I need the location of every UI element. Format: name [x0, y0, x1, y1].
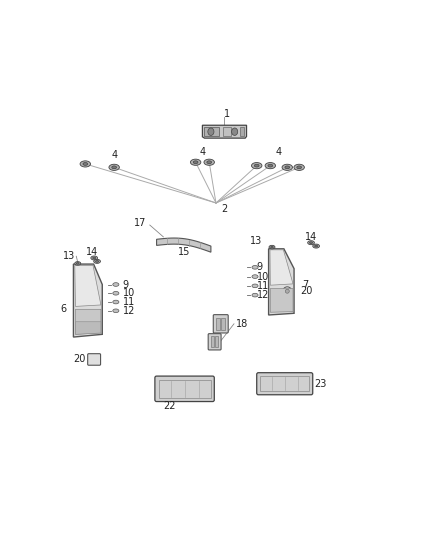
- FancyBboxPatch shape: [155, 376, 214, 401]
- Ellipse shape: [252, 275, 258, 278]
- Ellipse shape: [109, 164, 120, 171]
- Ellipse shape: [271, 246, 273, 248]
- Ellipse shape: [232, 128, 238, 135]
- Text: 1: 1: [224, 109, 230, 119]
- Polygon shape: [270, 250, 293, 285]
- Text: 4: 4: [276, 147, 282, 157]
- Ellipse shape: [265, 163, 276, 169]
- Text: 17: 17: [134, 217, 146, 228]
- Polygon shape: [156, 238, 211, 252]
- Text: 20: 20: [74, 354, 86, 365]
- FancyBboxPatch shape: [213, 314, 228, 333]
- Ellipse shape: [113, 292, 119, 295]
- Text: 10: 10: [257, 272, 269, 281]
- Text: 20: 20: [300, 286, 313, 296]
- Text: 23: 23: [314, 379, 327, 389]
- Bar: [222, 318, 226, 330]
- FancyBboxPatch shape: [208, 334, 221, 350]
- Bar: [223, 127, 231, 136]
- Ellipse shape: [294, 164, 304, 171]
- Text: 22: 22: [163, 401, 176, 411]
- Ellipse shape: [75, 262, 81, 265]
- Text: 11: 11: [123, 297, 135, 307]
- Ellipse shape: [207, 161, 212, 164]
- Ellipse shape: [282, 164, 293, 171]
- Ellipse shape: [252, 284, 258, 288]
- Text: 11: 11: [257, 281, 269, 291]
- Bar: [216, 318, 220, 330]
- Ellipse shape: [285, 166, 290, 169]
- Text: 4: 4: [199, 147, 205, 157]
- Text: 12: 12: [123, 306, 135, 316]
- Ellipse shape: [94, 260, 100, 263]
- Ellipse shape: [76, 263, 79, 264]
- Ellipse shape: [254, 164, 259, 167]
- Text: 2: 2: [221, 204, 227, 214]
- Ellipse shape: [314, 245, 318, 247]
- Text: 14: 14: [86, 247, 98, 257]
- Bar: [211, 336, 214, 347]
- Ellipse shape: [95, 261, 99, 262]
- Circle shape: [285, 289, 289, 293]
- Ellipse shape: [310, 242, 313, 244]
- Text: 15: 15: [177, 247, 190, 257]
- Bar: [261, 376, 309, 391]
- Text: 18: 18: [236, 319, 248, 329]
- Ellipse shape: [268, 164, 273, 167]
- Ellipse shape: [204, 159, 215, 165]
- Ellipse shape: [83, 163, 88, 165]
- Text: 12: 12: [257, 290, 269, 300]
- Ellipse shape: [252, 265, 258, 269]
- Text: 4: 4: [111, 150, 117, 160]
- Text: 9: 9: [123, 279, 129, 289]
- Polygon shape: [270, 288, 293, 312]
- Text: 6: 6: [60, 304, 67, 314]
- Ellipse shape: [307, 241, 314, 245]
- Text: 7: 7: [303, 280, 309, 290]
- Polygon shape: [202, 125, 247, 138]
- Ellipse shape: [80, 161, 91, 167]
- FancyBboxPatch shape: [88, 354, 101, 365]
- Ellipse shape: [252, 293, 258, 297]
- Ellipse shape: [91, 256, 98, 260]
- Ellipse shape: [193, 161, 198, 164]
- Ellipse shape: [251, 163, 262, 169]
- Text: 13: 13: [250, 236, 262, 246]
- Circle shape: [283, 287, 292, 296]
- Ellipse shape: [191, 159, 201, 165]
- Text: 14: 14: [305, 232, 317, 242]
- Bar: [240, 127, 244, 136]
- Ellipse shape: [112, 166, 117, 169]
- Ellipse shape: [113, 282, 119, 286]
- Ellipse shape: [269, 245, 275, 249]
- Text: 13: 13: [63, 251, 75, 261]
- FancyBboxPatch shape: [257, 373, 313, 395]
- Ellipse shape: [313, 244, 319, 248]
- Polygon shape: [75, 322, 101, 334]
- Text: 10: 10: [123, 288, 135, 298]
- Ellipse shape: [113, 309, 119, 313]
- Polygon shape: [74, 264, 102, 337]
- Polygon shape: [75, 309, 101, 334]
- Ellipse shape: [113, 300, 119, 304]
- Ellipse shape: [297, 166, 301, 169]
- Polygon shape: [75, 265, 101, 306]
- Polygon shape: [268, 249, 294, 315]
- Bar: [159, 380, 211, 398]
- Bar: [215, 336, 219, 347]
- Ellipse shape: [93, 257, 96, 259]
- Bar: [205, 127, 219, 136]
- Text: 9: 9: [257, 262, 263, 272]
- Ellipse shape: [208, 128, 214, 135]
